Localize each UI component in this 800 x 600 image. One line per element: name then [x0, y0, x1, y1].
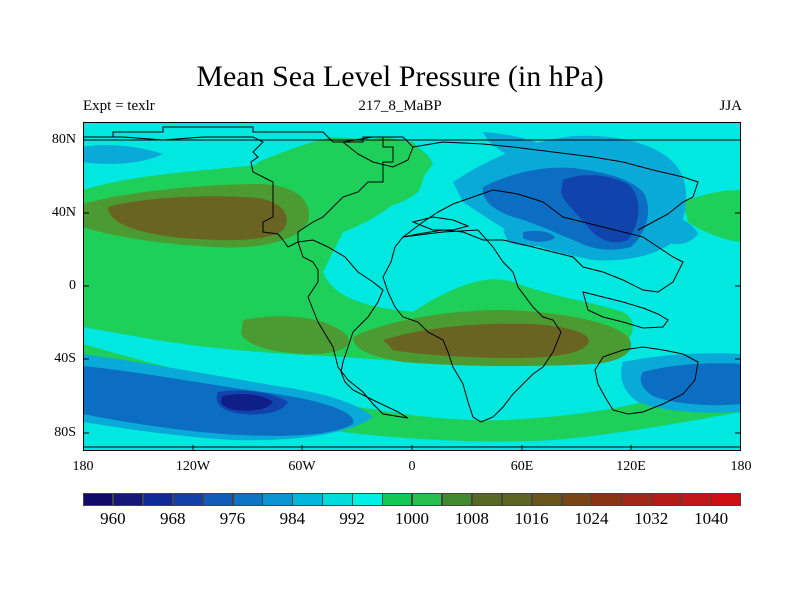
lon-tick-label: 120E: [616, 459, 646, 474]
colorbar-label: 976: [219, 509, 246, 528]
eurasia-outline: [402, 189, 684, 293]
colorbar-swatch: [531, 493, 563, 506]
indonesia-outline: [582, 291, 669, 329]
colorbar-swatch: [382, 493, 413, 506]
colorbar-label: 1000: [395, 509, 429, 528]
africa-outline: [382, 229, 562, 423]
colorbar-label: 984: [279, 509, 306, 528]
colorbar-swatch: [501, 493, 533, 506]
colorbar-swatch: [262, 493, 293, 506]
lon-tick-label: 0: [408, 459, 416, 474]
colorbar-swatch: [202, 493, 234, 506]
season-label: JJA: [719, 98, 742, 114]
eurasia-north-coast: [412, 141, 699, 231]
greenland-outline: [341, 136, 414, 168]
colorbar-swatch: [621, 493, 652, 506]
lat-tick-label: 80S: [54, 425, 76, 440]
pressure-map: [83, 122, 741, 451]
southern-high-outer: [241, 316, 349, 354]
experiment-label: Expt = texlr: [83, 98, 155, 114]
lon-tick-label: 60W: [288, 459, 316, 474]
colorbar-swatch: [591, 493, 622, 506]
green-region-east: [683, 190, 741, 242]
colorbar-swatch: [471, 493, 503, 506]
map-ticks: [83, 139, 741, 451]
north-low-core: [561, 175, 639, 243]
colorbar-swatch: [292, 493, 323, 506]
australia-outline: [594, 346, 699, 415]
colorbar-label: 1040: [694, 509, 729, 528]
colorbar-label: 1008: [454, 509, 489, 528]
north-america-outline: [83, 126, 394, 248]
run-label: 217_8_MaBP: [358, 98, 442, 114]
north-low-patch-c: [653, 215, 698, 245]
lon-tick-label: 180: [730, 459, 752, 474]
colorbar-swatch: [172, 493, 204, 506]
mediterranean-outline: [411, 216, 470, 231]
lat-tick-label: 0: [69, 278, 76, 293]
colorbar-swatch: [142, 493, 174, 506]
colorbar-swatch: [441, 493, 473, 506]
lon-tick-label: 60E: [510, 459, 534, 474]
colorbar-swatch: [83, 493, 114, 506]
south-america-outline: [297, 239, 409, 419]
colorbar-swatch: [412, 493, 443, 506]
colorbar-swatch: [711, 493, 742, 506]
lat-tick-label: 40S: [54, 351, 76, 366]
colorbar-label: 992: [339, 509, 365, 528]
colorbar-label: 1024: [574, 509, 609, 528]
southern-ocean-low-core: [221, 394, 273, 411]
colorbar-label: 1016: [514, 509, 549, 528]
lat-tick-label: 40N: [51, 205, 76, 220]
page-title: Mean Sea Level Pressure (in hPa): [196, 60, 604, 93]
colorbar-label: 1032: [634, 509, 669, 528]
southern-ocean-cyan-patch: [511, 382, 603, 405]
southern-indian-high-core: [383, 323, 589, 358]
colorbar-label: 960: [100, 509, 126, 528]
north-pacific-high-core: [108, 196, 287, 241]
colorbar-swatch: [232, 493, 263, 506]
colorbar-swatch: [651, 493, 682, 506]
lon-tick-label: 180: [72, 459, 94, 474]
colorbar-swatch: [112, 493, 144, 506]
green-region-center: [83, 240, 323, 324]
north-low-patch-e: [523, 230, 555, 242]
colorbar-swatch: [352, 493, 383, 506]
colorbar-swatch: [681, 493, 712, 506]
north-low-patch-b: [83, 144, 163, 164]
lat-tick-label: 80N: [51, 132, 76, 147]
colorbar-swatch: [322, 493, 353, 506]
colorbar-label: 968: [159, 509, 186, 528]
lon-tick-label: 120W: [175, 459, 211, 474]
colorbar-swatch: [561, 493, 592, 506]
